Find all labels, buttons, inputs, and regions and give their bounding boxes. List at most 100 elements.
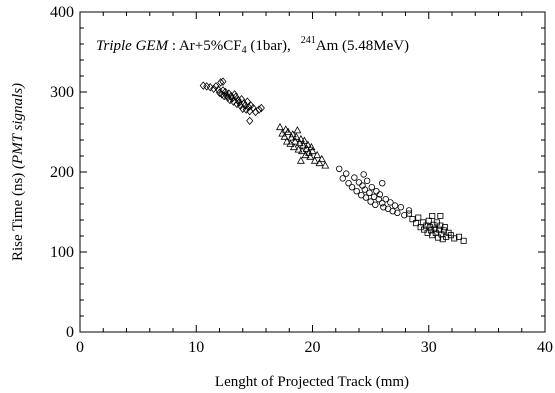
data-points <box>199 77 467 244</box>
triangle-point <box>280 132 289 140</box>
circle-point <box>351 174 358 181</box>
circle-point <box>343 170 350 177</box>
triangle-point <box>291 137 300 145</box>
circle-point <box>348 183 356 191</box>
triangle-point <box>278 129 287 137</box>
triangle-point <box>301 150 310 159</box>
triangle-point <box>317 154 326 163</box>
x-tick-label: 30 <box>421 339 437 356</box>
y-axis-label-italic: (PMT signals) <box>10 83 26 169</box>
triangle-point <box>321 161 330 169</box>
square-point <box>412 220 419 227</box>
diamond-point <box>219 77 227 86</box>
circle-point <box>397 203 405 211</box>
diamond-point <box>222 90 230 100</box>
square-point <box>447 232 454 239</box>
diamond-point <box>206 82 214 92</box>
diamond-point <box>246 116 254 126</box>
y-tick-label: 400 <box>50 4 74 21</box>
y-axis-label: Rise Time (ns) (PMT signals) <box>10 83 26 261</box>
triangle-point <box>284 127 293 135</box>
triangle-point <box>275 122 284 131</box>
diamond-point <box>214 85 222 94</box>
y-tick-label: 100 <box>50 244 74 261</box>
square-point <box>405 210 412 217</box>
diamond-point <box>217 78 225 87</box>
triangle-point <box>282 137 291 145</box>
circle-point <box>339 175 346 182</box>
square-point <box>433 219 440 226</box>
annotation-gas-rest: (1bar), <box>247 38 291 54</box>
triangle-point <box>296 134 305 143</box>
y-tick-label: 0 <box>66 324 74 341</box>
square-point <box>435 234 442 241</box>
circle-point <box>353 187 360 195</box>
triangle-point <box>300 136 309 144</box>
triangle-point <box>302 144 311 152</box>
circle-point <box>366 189 373 196</box>
diamond-point <box>234 95 242 105</box>
annotation-gas: Ar+5%CF <box>179 38 242 54</box>
circle-point <box>373 187 380 195</box>
triangle-point <box>310 156 319 164</box>
diamond-point <box>242 105 250 114</box>
diamond-point <box>257 103 265 113</box>
circle-point <box>363 177 371 184</box>
circle-point <box>367 198 374 205</box>
square-point <box>419 219 426 226</box>
annotation-sep: : <box>168 38 179 54</box>
square-point <box>425 217 432 224</box>
annotation-gas-subscript: 4 <box>242 45 247 56</box>
x-axis-label: Lenght of Projected Track (mm) <box>215 374 409 390</box>
circle-point <box>362 194 370 201</box>
square-point <box>409 216 416 223</box>
triangle-point <box>293 126 302 134</box>
circle-point <box>360 171 367 178</box>
y-tick-label: 200 <box>50 164 74 181</box>
x-tick-label: 20 <box>305 339 321 356</box>
circle-point <box>382 195 389 203</box>
triangle-point <box>303 140 312 148</box>
triangle-point <box>288 130 297 138</box>
plot-area <box>79 11 546 333</box>
annotation-isotope-mass: 241 <box>301 35 316 46</box>
chart-annotation: Triple GEM : Ar+5%CF4 (1bar), 241Am (5.48… <box>96 35 409 56</box>
triangle-point <box>308 146 317 155</box>
x-tick-label: 10 <box>188 339 204 356</box>
circle-point <box>376 191 384 198</box>
circle-point <box>405 207 413 214</box>
x-tick-label: 0 <box>76 339 84 356</box>
square-point <box>437 222 444 229</box>
square-point <box>437 212 444 219</box>
diamond-point <box>240 98 248 108</box>
circle-point <box>389 207 396 215</box>
square-point <box>460 237 467 244</box>
circle-point <box>391 202 399 209</box>
annotation-detector: Triple GEM <box>96 38 170 54</box>
triangle-point <box>315 158 324 167</box>
triangle-point <box>306 152 315 160</box>
circle-point <box>394 209 401 216</box>
square-point <box>451 235 458 242</box>
diamond-point <box>221 87 229 97</box>
triangle-point <box>281 125 290 133</box>
triangle-point <box>294 145 303 153</box>
circle-point <box>372 201 379 208</box>
diamond-point <box>210 84 218 94</box>
triangle-point <box>313 150 322 159</box>
diamond-point <box>235 98 243 107</box>
circle-point <box>379 179 386 187</box>
diamond-point <box>255 105 263 114</box>
circle-point <box>387 199 394 206</box>
square-point <box>429 212 436 219</box>
circle-point <box>361 186 369 193</box>
circle-point <box>355 179 363 186</box>
circle-point <box>401 211 408 219</box>
circle-point <box>345 179 352 187</box>
diamond-point <box>245 102 253 112</box>
square-point <box>431 225 438 232</box>
diamond-point <box>227 91 235 101</box>
circle-point <box>336 165 343 172</box>
